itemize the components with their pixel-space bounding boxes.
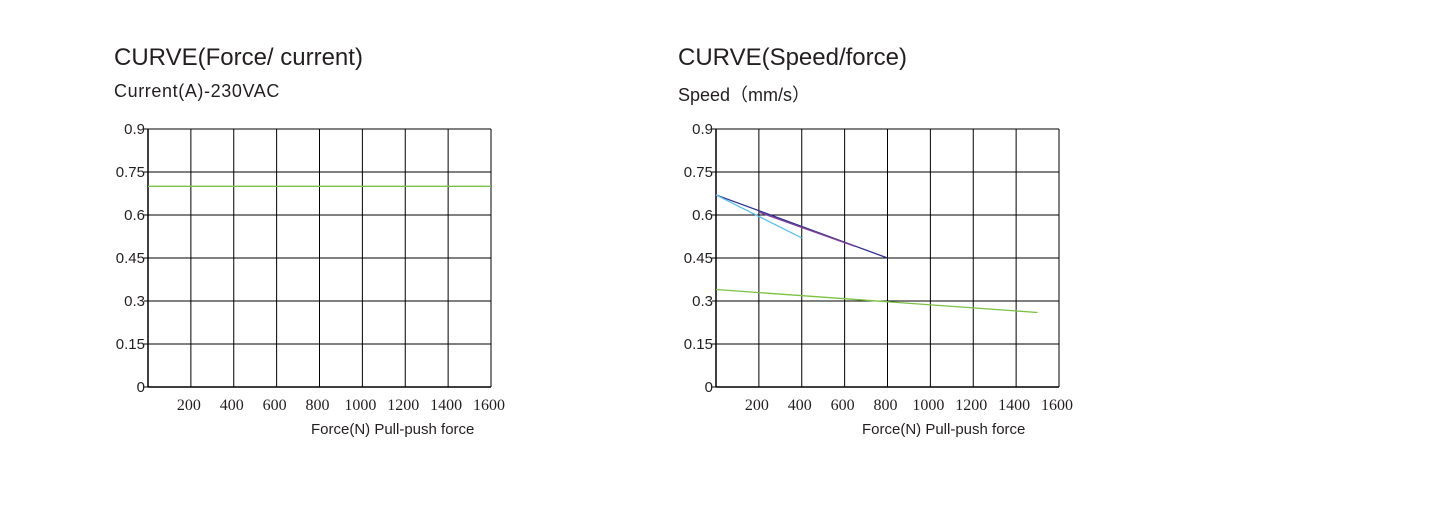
x-tick-label: 1400 xyxy=(430,397,462,414)
y-tick-label: 0.6 xyxy=(124,207,145,224)
y-tick-label: 0 xyxy=(137,379,145,396)
y-tick-label: 0.75 xyxy=(116,164,145,181)
chart-title: CURVE(Speed/force) xyxy=(678,44,907,71)
x-tick-label: 1600 xyxy=(1041,397,1073,414)
x-tick-label: 800 xyxy=(306,397,330,414)
x-tick-label: 600 xyxy=(831,397,855,414)
x-tick-label: 1200 xyxy=(387,397,419,414)
x-tick-label: 1400 xyxy=(998,397,1030,414)
series-line xyxy=(715,194,888,259)
x-tick-label: 1200 xyxy=(955,397,987,414)
series-line xyxy=(715,194,803,239)
x-tick-label: 1600 xyxy=(473,397,505,414)
series-line xyxy=(758,211,856,248)
x-tick-label: 400 xyxy=(220,397,244,414)
y-tick-label: 0.45 xyxy=(684,250,713,267)
x-tick-label: 200 xyxy=(177,397,201,414)
chart-speed-force: CURVE(Speed/force) Speed（mm/s） 0 0.15 0.3 0… xyxy=(568,0,1128,521)
y-tick-label: 0.9 xyxy=(692,121,713,138)
y-tick-label: 0.15 xyxy=(684,336,713,353)
y-tick-label: 0.3 xyxy=(692,293,713,310)
x-axis-label: Force(N) Pull-push force xyxy=(862,421,1026,438)
chart-title: CURVE(Force/ current) xyxy=(114,44,363,71)
y-tick-label: 0.9 xyxy=(124,121,145,138)
y-axis-label: Speed（mm/s） xyxy=(678,85,811,105)
x-tick-label: 800 xyxy=(874,397,898,414)
y-tick-label: 0.45 xyxy=(116,250,145,267)
x-tick-label: 1000 xyxy=(912,397,944,414)
y-tick-label: 0.15 xyxy=(116,336,145,353)
chart-force-current: CURVE(Force/ current) Current(A)-230VAC … xyxy=(0,0,560,521)
y-tick-label: 0 xyxy=(705,379,713,396)
x-tick-label: 200 xyxy=(745,397,769,414)
plot-area: 0 0.15 0.3 0.45 0.6 0.75 0.9 200 400 600 800 1000 12… xyxy=(116,121,505,414)
x-tick-label: 600 xyxy=(263,397,287,414)
y-tick-label: 0.6 xyxy=(692,207,713,224)
y-axis-label: Current(A)-230VAC xyxy=(114,81,280,101)
y-tick-label: 0.75 xyxy=(684,164,713,181)
series-line xyxy=(715,288,1038,314)
x-tick-label: 400 xyxy=(788,397,812,414)
x-tick-label: 1000 xyxy=(344,397,376,414)
x-axis-label: Force(N) Pull-push force xyxy=(311,421,475,438)
plot-area: 0 0.15 0.3 0.45 0.6 0.75 0.9 200 400 600 800 1000 12… xyxy=(684,121,1073,414)
y-tick-label: 0.3 xyxy=(124,293,145,310)
